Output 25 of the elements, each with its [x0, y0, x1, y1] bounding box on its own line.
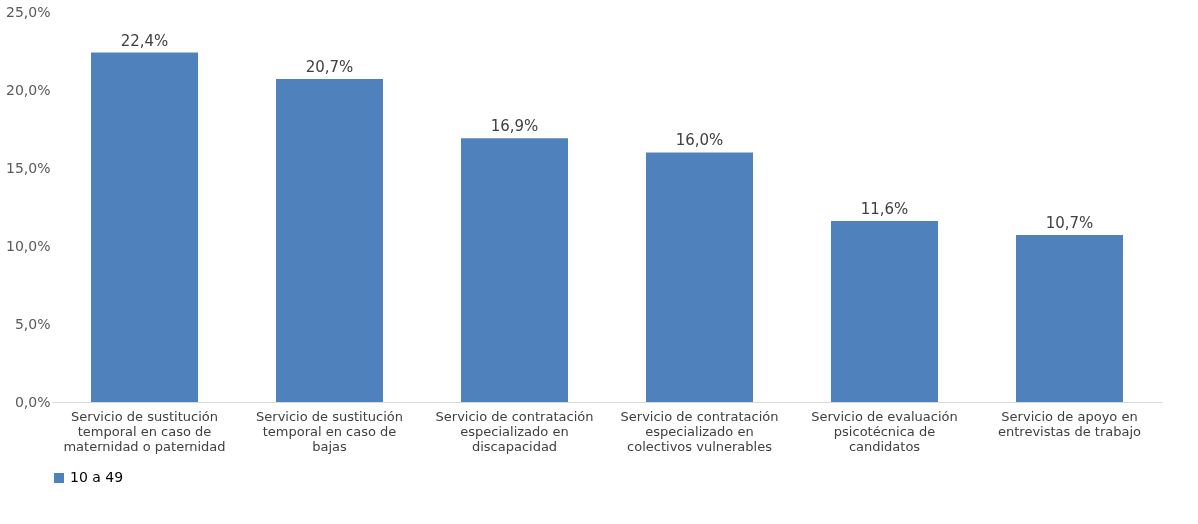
x-tick-label: Servicio de sustitución temporal en caso de bajas [256, 408, 403, 454]
legend-label: 10 a 49 [70, 469, 124, 485]
y-tick-label: 5,0% [14, 315, 51, 332]
bar [461, 138, 568, 402]
x-tick-label: Servicio de evaluación psicotécnica de candidatos [811, 408, 958, 454]
data-label: 16,0% [675, 131, 724, 150]
x-tick-label: Servicio de contratación especializado en colectivos vulnerables [620, 408, 779, 454]
bar [1016, 235, 1123, 402]
bar [831, 221, 938, 402]
bar [91, 52, 198, 402]
x-tick-label: Servicio de apoyo en entrevistas de trabajo [997, 408, 1142, 439]
y-tick-label: 25,0% [6, 3, 51, 20]
data-label: 10,7% [1045, 214, 1094, 233]
bar [646, 152, 753, 402]
data-label: 22,4% [120, 31, 169, 50]
data-label: 20,7% [305, 58, 354, 77]
data-label: 16,9% [490, 117, 539, 136]
bar [276, 79, 383, 402]
data-label: 11,6% [860, 200, 909, 219]
y-tick-label: 10,0% [6, 237, 51, 254]
x-tick-label: Servicio de sustitución temporal en caso de maternidad o paternidad [63, 408, 226, 454]
y-tick-label: 0,0% [14, 393, 51, 410]
y-tick-label: 15,0% [6, 159, 51, 176]
x-tick-label: Servicio de contratación especializado en discapacidad [435, 408, 594, 454]
y-tick-label: 20,0% [6, 81, 51, 98]
